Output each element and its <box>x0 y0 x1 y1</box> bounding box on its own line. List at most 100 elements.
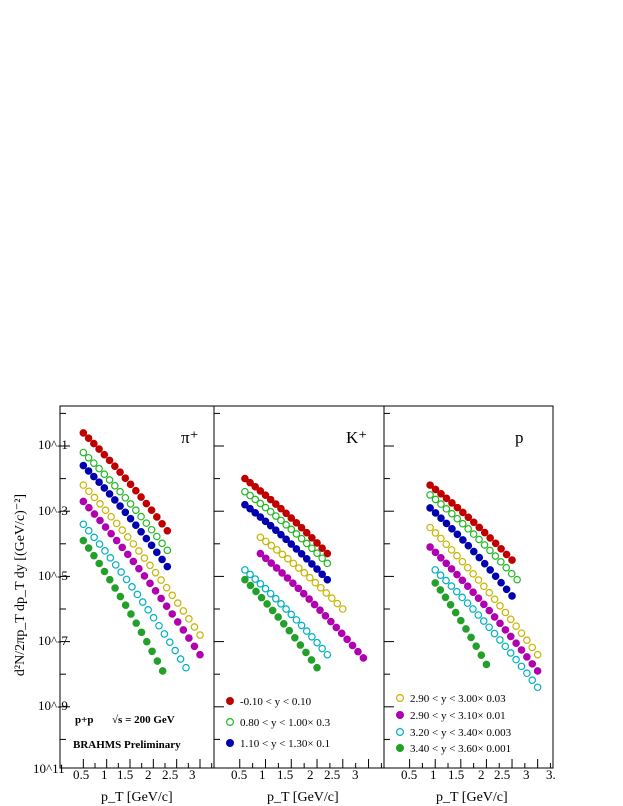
data-point <box>272 564 281 572</box>
data-point <box>282 521 290 529</box>
data-point <box>257 593 266 602</box>
data-point <box>313 663 321 672</box>
data-point <box>256 533 265 542</box>
legend-marker <box>396 743 405 752</box>
data-point <box>317 583 325 592</box>
legend-marker <box>226 696 235 705</box>
data-point <box>480 559 489 568</box>
data-point <box>359 654 368 662</box>
data-point <box>302 528 311 537</box>
data-point <box>79 536 88 545</box>
legend-marker <box>226 717 235 726</box>
panel-frames <box>59 405 554 769</box>
x-tick-label: 1.5 <box>277 767 293 782</box>
data-point <box>477 651 486 659</box>
data-point <box>84 434 93 443</box>
data-point <box>144 606 152 614</box>
data-point <box>129 540 138 548</box>
x-tick-label: 0.5 <box>401 767 417 782</box>
data-point <box>158 519 166 528</box>
data-point <box>474 594 483 603</box>
data-point <box>437 500 445 508</box>
data-point <box>302 648 310 657</box>
data-point <box>123 533 132 541</box>
data-point <box>143 637 151 646</box>
data-point <box>437 534 445 543</box>
data-point <box>323 549 332 558</box>
x-tick-label: 3. <box>546 767 556 782</box>
data-point <box>447 582 456 590</box>
data-point <box>101 523 110 531</box>
data-point <box>268 606 277 615</box>
data-point <box>523 653 531 661</box>
data-point <box>431 485 440 494</box>
data-point <box>151 568 160 577</box>
data-point <box>442 576 450 585</box>
data-point <box>442 519 451 528</box>
panel-frame <box>383 405 554 769</box>
x-tick-label: 2 <box>307 767 314 782</box>
data-point <box>512 639 520 647</box>
data-point <box>146 561 154 570</box>
data-point <box>497 558 505 566</box>
data-point <box>261 491 270 500</box>
data-point <box>318 644 326 653</box>
data-point <box>467 633 475 642</box>
data-point <box>179 626 188 634</box>
data-point <box>497 578 505 587</box>
data-point <box>165 638 174 646</box>
data-point <box>474 576 483 584</box>
data-point <box>490 613 499 621</box>
data-point <box>431 579 440 587</box>
x-tick-labels-panel-3: 0.5 1 1.5 2 2.5 3 3. <box>401 767 556 782</box>
data-point <box>176 655 185 663</box>
data-point <box>158 555 166 564</box>
data-point <box>292 616 301 624</box>
data-point <box>469 547 478 556</box>
y-tick-label: 10^-9 <box>38 698 68 713</box>
x-tick-label: 2.5 <box>162 767 178 782</box>
data-point <box>116 487 124 496</box>
data-point <box>116 468 124 476</box>
data-point <box>84 467 93 475</box>
data-point <box>448 499 456 507</box>
data-point <box>272 526 280 534</box>
data-point <box>111 481 119 490</box>
data-point <box>469 518 478 527</box>
data-point <box>90 533 98 542</box>
data-point <box>153 532 161 541</box>
data-point <box>162 602 171 610</box>
data-point <box>158 667 167 675</box>
data-point <box>337 629 346 638</box>
data-point <box>501 626 510 634</box>
data-point <box>308 633 316 641</box>
data-point <box>453 570 461 579</box>
data-point <box>95 559 104 568</box>
data-point <box>138 598 147 606</box>
data-point <box>266 521 275 530</box>
data-point <box>512 655 520 664</box>
data-point <box>272 512 280 520</box>
legend-marker <box>396 710 405 719</box>
data-point <box>459 508 467 517</box>
data-point <box>146 579 154 588</box>
data-point <box>96 516 104 525</box>
data-point <box>185 634 193 642</box>
data-point <box>95 540 104 548</box>
data-point <box>251 495 260 504</box>
data-point <box>322 589 331 597</box>
data-point <box>84 453 93 462</box>
data-point <box>241 566 249 574</box>
x-tick-label: 2 <box>478 767 485 782</box>
data-point <box>133 590 142 599</box>
data-point <box>447 546 456 554</box>
data-point <box>533 683 542 692</box>
data-point <box>464 525 472 533</box>
data-point <box>246 581 255 590</box>
data-point <box>459 536 467 544</box>
data-point <box>442 505 451 513</box>
data-point <box>306 573 314 582</box>
data-point <box>185 615 193 623</box>
data-point <box>251 575 260 583</box>
x-tick-labels-panel-1: 0.5 1 1.5 2 2.5 3 <box>73 767 196 782</box>
